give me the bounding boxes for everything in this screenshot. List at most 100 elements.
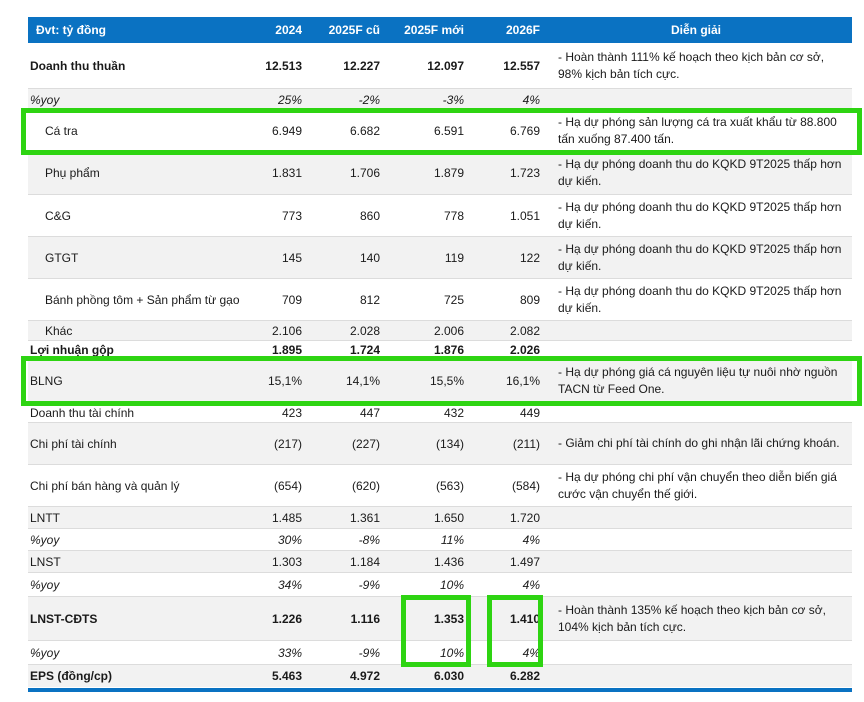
row-label-cell: C&G: [45, 208, 72, 223]
note-cell: - Hạ dự phóng sản lượng cá tra xuất khẩu…: [558, 115, 837, 146]
row-label-cell: LNTT: [30, 510, 60, 525]
row-label-cell: GTGT: [45, 250, 79, 265]
table-row: Cá tra 6.949 6.682 6.591 6.769 - Hạ dự p…: [28, 111, 852, 152]
value-cell-2025f-new: -3%: [442, 92, 464, 107]
header-col-2025f-old: 2025F cũ: [328, 23, 380, 37]
row-label-cell: Chi phí tài chính: [30, 436, 117, 451]
value-cell-2025f-old: 447: [359, 405, 380, 420]
row-label-cell: Khác: [45, 323, 73, 338]
row-label-cell: EPS (đồng/cp): [30, 669, 112, 683]
value-cell-2025f-new: 432: [443, 405, 464, 420]
note-cell: [540, 328, 852, 334]
note-cell: [540, 650, 852, 656]
value-cell-2025f-old: 812: [359, 292, 380, 307]
note-cell: [540, 559, 852, 565]
note-cell: - Hạ dự phóng doanh thu do KQKD 9T2025 t…: [558, 283, 842, 315]
header-col-notes: Diễn giải: [670, 23, 721, 37]
value-cell-2026f: 2.026: [509, 342, 540, 357]
value-cell-2026f: (211): [512, 436, 540, 451]
value-cell-2025f-new: 1.650: [433, 510, 464, 525]
value-cell-2025f-old: 1.706: [349, 166, 380, 180]
value-cell-2025f-old: -9%: [358, 645, 380, 660]
row-label-cell: %yoy: [30, 645, 60, 660]
table-row: Khác 2.106 2.028 2.006 2.082: [28, 321, 852, 341]
note-cell: [540, 410, 852, 416]
row-label-cell: Doanh thu thuần: [30, 58, 126, 73]
note-cell: [540, 347, 852, 353]
value-cell-2025f-old: 6.682: [349, 124, 380, 138]
note-cell: [540, 97, 852, 103]
row-label-cell: BLNG: [30, 373, 63, 388]
value-cell-2025f-old: 860: [359, 208, 380, 223]
table-row: %yoy 30% -8% 11% 4%: [28, 529, 852, 551]
note-cell: - Hạ dự phóng chi phí vận chuyển theo di…: [558, 469, 837, 501]
value-cell-2024: 12.513: [265, 58, 302, 73]
value-cell-2025f-old: -2%: [358, 92, 380, 107]
value-cell-2026f: 4%: [522, 645, 540, 660]
value-cell-2026f: 122: [519, 250, 540, 265]
value-cell-2025f-old: -9%: [358, 577, 380, 592]
value-cell-2025f-old: -8%: [358, 532, 380, 547]
value-cell-2026f: 1.410: [509, 611, 540, 626]
value-cell-2025f-old: (227): [351, 436, 380, 451]
value-cell-2026f: 6.769: [509, 124, 540, 138]
table-row: LNST-CĐTS 1.226 1.116 1.353 1.410 - Hoàn…: [28, 597, 852, 641]
note-cell: - Hạ dự phóng doanh thu do KQKD 9T2025 t…: [558, 241, 842, 273]
table-row: EPS (đồng/cp) 5.463 4.972 6.030 6.282: [28, 665, 852, 687]
value-cell-2024: 709: [281, 292, 302, 307]
value-cell-2025f-old: 2.028: [349, 323, 380, 338]
value-cell-2026f: 2.082: [509, 323, 540, 338]
header-col-2026f: 2026F: [505, 23, 540, 37]
value-cell-2025f-new: 10%: [439, 645, 464, 660]
row-label-cell: Cá tra: [45, 124, 78, 138]
value-cell-2025f-new: 12.097: [427, 58, 464, 73]
value-cell-2024: 5.463: [271, 669, 302, 683]
value-cell-2025f-new: 6.591: [433, 124, 464, 138]
value-cell-2024: 15,1%: [267, 373, 302, 388]
value-cell-2025f-new: 778: [443, 208, 464, 223]
value-cell-2024: 1.485: [271, 510, 302, 525]
value-cell-2026f: 6.282: [509, 669, 540, 683]
value-cell-2025f-old: 1.361: [349, 510, 380, 525]
header-col-2024: 2024: [275, 23, 302, 37]
table-row: LNST 1.303 1.184 1.436 1.497: [28, 551, 852, 573]
value-cell-2025f-new: 119: [444, 250, 464, 265]
row-label-cell: Lợi nhuận gộp: [30, 342, 114, 357]
value-cell-2024: 773: [281, 208, 302, 223]
value-cell-2024: 34%: [277, 577, 302, 592]
table-row: BLNG 15,1% 14,1% 15,5% 16,1% - Hạ dự phó…: [28, 359, 852, 403]
note-cell: - Hoàn thành 135% kế hoạch theo kịch bản…: [558, 602, 826, 634]
row-label-cell: Doanh thu tài chính: [30, 405, 135, 420]
value-cell-2026f: 1.051: [509, 208, 540, 223]
row-label-cell: %yoy: [30, 577, 60, 592]
value-cell-2025f-new: 2.006: [433, 323, 464, 338]
table-row: Lợi nhuận gộp 1.895 1.724 1.876 2.026: [28, 341, 852, 359]
value-cell-2024: 2.106: [271, 323, 302, 338]
value-cell-2024: 6.949: [271, 124, 302, 138]
value-cell-2025f-new: (563): [435, 478, 464, 493]
value-cell-2025f-new: 15,5%: [429, 373, 464, 388]
table-row: %yoy 33% -9% 10% 4%: [28, 641, 852, 665]
value-cell-2026f: 1.720: [509, 510, 540, 525]
value-cell-2026f: 809: [519, 292, 540, 307]
value-cell-2025f-new: 10%: [439, 577, 464, 592]
row-label-cell: Chi phí bán hàng và quản lý: [30, 478, 180, 493]
value-cell-2025f-new: 1.879: [433, 166, 464, 180]
value-cell-2025f-new: 1.436: [433, 554, 464, 569]
row-label-cell: Phụ phẩm: [45, 166, 100, 180]
row-label-cell: LNST: [30, 554, 61, 569]
header-unit-label: Đvt: tỷ đồng: [36, 23, 106, 37]
value-cell-2024: 33%: [277, 645, 302, 660]
value-cell-2025f-new: 725: [443, 292, 464, 307]
value-cell-2026f: 4%: [522, 532, 540, 547]
forecast-table: Đvt: tỷ đồng 2024 2025F cũ 2025F mới 202…: [21, 17, 862, 692]
table-row: Phụ phẩm 1.831 1.706 1.879 1.723 - Hạ dự…: [28, 152, 852, 195]
table-header-row: Đvt: tỷ đồng 2024 2025F cũ 2025F mới 202…: [28, 17, 852, 43]
value-cell-2026f: 4%: [522, 577, 540, 592]
value-cell-2024: 1.303: [271, 554, 302, 569]
value-cell-2024: 25%: [277, 92, 302, 107]
value-cell-2024: 1.895: [271, 342, 302, 357]
note-cell: - Giảm chi phí tài chính do ghi nhận lãi…: [558, 436, 840, 450]
note-cell: - Hạ dự phóng doanh thu do KQKD 9T2025 t…: [558, 199, 842, 231]
value-cell-2025f-old: 1.116: [350, 611, 380, 626]
